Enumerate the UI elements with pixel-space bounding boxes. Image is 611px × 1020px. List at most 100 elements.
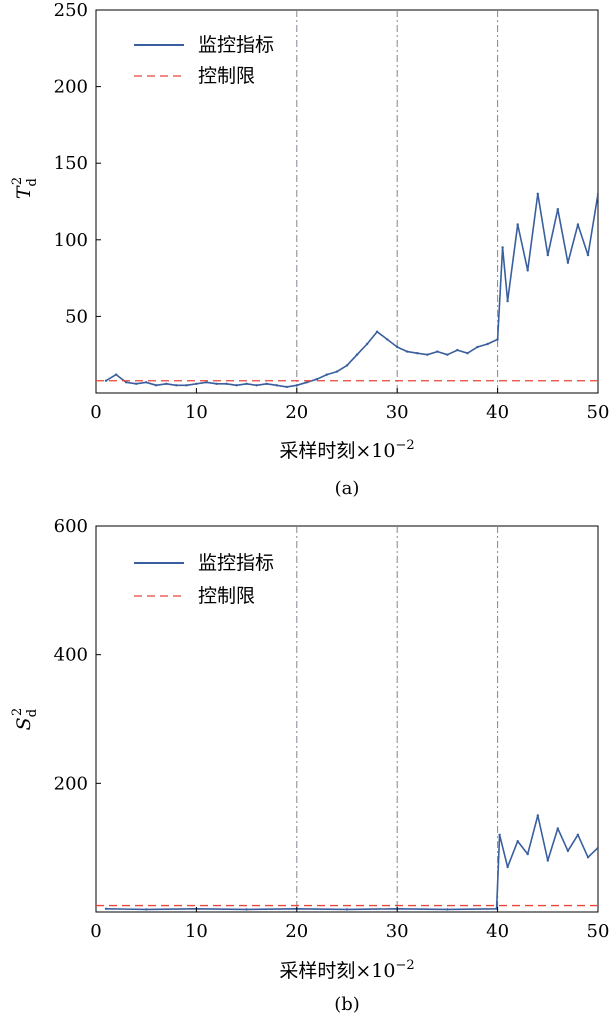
legend-label-monitor: 监控指标 [198, 552, 274, 574]
data-point [215, 382, 218, 385]
svg-text:Sd2: Sd2 [10, 708, 40, 731]
data-point [596, 192, 598, 195]
svg-text:Td2: Td2 [10, 177, 40, 199]
data-point [104, 907, 108, 910]
data-point [536, 814, 539, 817]
y-axis-title-sub: d [25, 178, 40, 186]
series-line-monitor [105, 193, 598, 388]
x-tick-label: 50 [587, 921, 610, 942]
data-point [195, 382, 198, 385]
series-line-monitor [105, 814, 598, 911]
plot-area-frame [95, 9, 599, 394]
y-axis-title: Td2 [10, 177, 40, 199]
data-point [556, 827, 559, 830]
data-point [155, 384, 158, 387]
data-point [506, 865, 509, 869]
x-tick-label: 0 [90, 921, 101, 942]
data-point [315, 378, 319, 381]
data-point [526, 269, 529, 272]
data-point [225, 382, 228, 385]
data-point [406, 350, 409, 353]
x-axis-title-text: 采样时刻×10 [279, 960, 395, 982]
x-axis-title-exponent: −2 [395, 438, 414, 453]
x-axis-title-exponent: −2 [395, 958, 414, 973]
x-tick-label: 10 [185, 402, 208, 423]
data-point [586, 856, 590, 859]
data-point [145, 381, 148, 384]
y-tick-label: 200 [54, 77, 88, 98]
y-axis-title-main: T [13, 185, 35, 199]
x-axis-title: 采样时刻×10−2 [279, 438, 414, 462]
data-point [576, 223, 580, 226]
data-point [104, 379, 108, 382]
data-point [466, 352, 469, 355]
data-point [235, 384, 238, 387]
data-point [516, 223, 519, 226]
y-axis-title-sup: 2 [10, 708, 25, 716]
data-point [135, 382, 138, 385]
y-tick-label: 150 [54, 153, 88, 174]
data-point [345, 364, 349, 367]
data-point [498, 833, 501, 836]
data-point [436, 350, 439, 353]
data-point [375, 330, 379, 333]
data-point [355, 353, 359, 356]
y-tick-label: 250 [54, 0, 88, 21]
data-point [255, 384, 258, 387]
data-point [426, 353, 429, 356]
legend: 监控指标 控制限 [134, 34, 274, 87]
data-point [305, 381, 308, 384]
data-point [124, 381, 128, 384]
data-point [556, 208, 559, 211]
data-point [566, 849, 570, 853]
data-point [496, 338, 499, 341]
data-point [586, 253, 590, 257]
data-point [546, 859, 549, 862]
legend-label-limit: 控制限 [198, 65, 255, 87]
data-point [335, 370, 339, 373]
data-point [165, 382, 168, 385]
y-tick-label: 200 [54, 773, 88, 794]
legend-label-limit: 控制限 [198, 585, 255, 607]
axis-ticks: 0 10 20 30 40 50 50 100 150 200 250 [54, 0, 610, 423]
data-point [245, 382, 248, 385]
data-point [506, 299, 509, 303]
data-point [516, 840, 519, 843]
data-point [456, 348, 459, 352]
legend: 监控指标 控制限 [134, 552, 274, 607]
data-point [566, 261, 570, 264]
data-point [476, 345, 479, 349]
series-monitor-index [104, 814, 598, 911]
data-point [446, 353, 449, 356]
data-point [345, 908, 349, 911]
data-point [596, 846, 598, 849]
data-point [205, 381, 208, 384]
data-point [185, 384, 188, 387]
y-tick-label: 600 [54, 516, 88, 537]
data-point [536, 192, 539, 195]
y-axis-title-sup: 2 [10, 177, 25, 185]
data-point [295, 384, 298, 387]
data-point [175, 384, 178, 387]
data-point [265, 382, 268, 385]
data-point [546, 253, 549, 257]
x-axis-title: 采样时刻×10−2 [279, 958, 414, 982]
data-point [501, 246, 504, 249]
x-tick-label: 50 [587, 402, 610, 423]
x-tick-label: 0 [90, 402, 101, 423]
data-point [446, 908, 449, 911]
x-tick-label: 10 [185, 921, 208, 942]
x-axis-title-text: 采样时刻×10 [279, 440, 395, 462]
x-tick-label: 30 [386, 402, 409, 423]
data-point [416, 352, 419, 355]
vertical-reference-lines [296, 526, 499, 912]
y-axis-title: Sd2 [10, 708, 40, 731]
data-point [576, 833, 580, 836]
data-point [365, 342, 369, 346]
axis-ticks: 0 10 20 30 40 50 200 400 600 [54, 516, 610, 942]
panel-label-b: (b) [334, 994, 360, 1015]
x-tick-label: 30 [386, 921, 409, 942]
data-point [396, 345, 399, 349]
data-point [145, 908, 148, 911]
y-tick-label: 50 [65, 306, 88, 327]
